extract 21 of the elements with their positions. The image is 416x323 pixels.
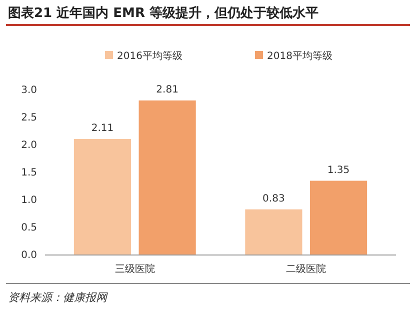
data-label: 2.11	[91, 122, 114, 134]
x-tick-label: 三级医院	[114, 263, 155, 276]
bar	[74, 138, 131, 255]
bar	[138, 100, 196, 255]
data-label: 1.35	[327, 164, 350, 176]
legend-label: 2016平均等级	[117, 50, 182, 62]
y-tick-label: 2.5	[21, 112, 37, 124]
legend-label: 2018平均等级	[267, 50, 332, 62]
data-label: 0.83	[262, 193, 285, 204]
chart-title: 图表21 近年国内 EMR 等级提升，但仍处于较低水平	[8, 5, 318, 21]
y-tick-label: 0.5	[21, 222, 37, 234]
y-tick-label: 1.5	[21, 168, 37, 179]
y-tick-label: 2.0	[21, 140, 37, 152]
text: 资料来源：健康报网	[8, 291, 108, 304]
bar	[245, 209, 302, 255]
x-tick-label: 二级医院	[286, 263, 326, 276]
y-tick-label: 3.0	[21, 85, 37, 96]
data-label: 2.81	[156, 84, 178, 96]
y-tick-label: 0.0	[21, 250, 37, 262]
bar	[310, 180, 368, 255]
y-tick-label: 1.0	[21, 195, 37, 206]
